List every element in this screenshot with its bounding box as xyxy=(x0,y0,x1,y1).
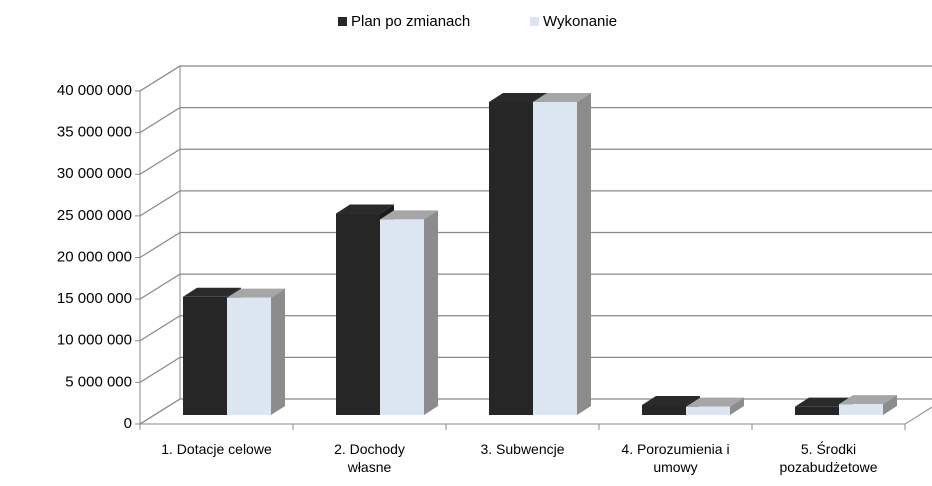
bar-front xyxy=(183,296,227,415)
grid-line xyxy=(139,148,932,175)
legend-swatch xyxy=(338,17,347,26)
grid-line xyxy=(139,65,932,92)
grid-line xyxy=(139,315,932,342)
bar-top xyxy=(795,397,853,407)
bar-top xyxy=(380,210,438,220)
bar-side xyxy=(730,397,744,415)
bar-front xyxy=(336,213,380,415)
y-tick-label: 20 000 000 xyxy=(57,248,132,265)
x-tick-label: 3. Subwencje xyxy=(480,441,565,457)
bar-top xyxy=(642,396,700,406)
x-tick-label: 1. Dotacje celowe xyxy=(161,441,272,457)
bar-front xyxy=(795,406,839,415)
bar-front xyxy=(380,219,424,415)
legend-label: Wykonanie xyxy=(543,13,617,30)
legend-label: Plan po zmianach xyxy=(351,13,470,30)
bar-front xyxy=(686,406,730,415)
bar-front xyxy=(533,101,577,415)
y-tick-label: 25 000 000 xyxy=(57,207,132,224)
bar-front xyxy=(642,405,686,415)
y-tick-label: 40 000 000 xyxy=(57,82,132,99)
grid-line xyxy=(139,107,932,134)
y-tick-label: 0 xyxy=(124,415,132,432)
bar-top xyxy=(839,395,897,405)
bar-side xyxy=(577,92,591,415)
bar xyxy=(227,288,285,415)
y-tick-label: 30 000 000 xyxy=(57,165,132,182)
grid-line xyxy=(139,231,932,259)
bar-top xyxy=(336,204,394,214)
bar xyxy=(686,397,744,415)
bar-top xyxy=(183,287,241,297)
x-tick-label: 4. Porozumienia i umowy xyxy=(621,441,730,475)
x-tick-label: 5. Środki pozabudżetowe xyxy=(779,441,878,475)
bar-side xyxy=(424,210,438,415)
y-tick-label: 35 000 000 xyxy=(57,124,132,141)
y-tick-label: 10 000 000 xyxy=(57,332,132,349)
grid-line xyxy=(139,190,932,217)
bar-side xyxy=(883,395,897,415)
grid-line xyxy=(139,273,932,300)
bar-top xyxy=(533,92,591,102)
bar xyxy=(533,92,591,415)
x-tick-label: 2. Dochody własne xyxy=(334,441,405,475)
bar-side xyxy=(271,288,285,415)
bar-top xyxy=(489,92,547,102)
bar-front xyxy=(227,297,271,415)
bar-top xyxy=(686,397,744,407)
y-tick-label: 15 000 000 xyxy=(57,290,132,307)
bar-front xyxy=(489,101,533,415)
legend-swatch xyxy=(530,17,539,26)
bar-top xyxy=(227,288,285,298)
bar xyxy=(839,395,897,415)
y-tick-label: 5 000 000 xyxy=(65,373,132,390)
bar-front xyxy=(839,404,883,415)
grid-line xyxy=(139,356,932,383)
bar xyxy=(380,210,438,415)
